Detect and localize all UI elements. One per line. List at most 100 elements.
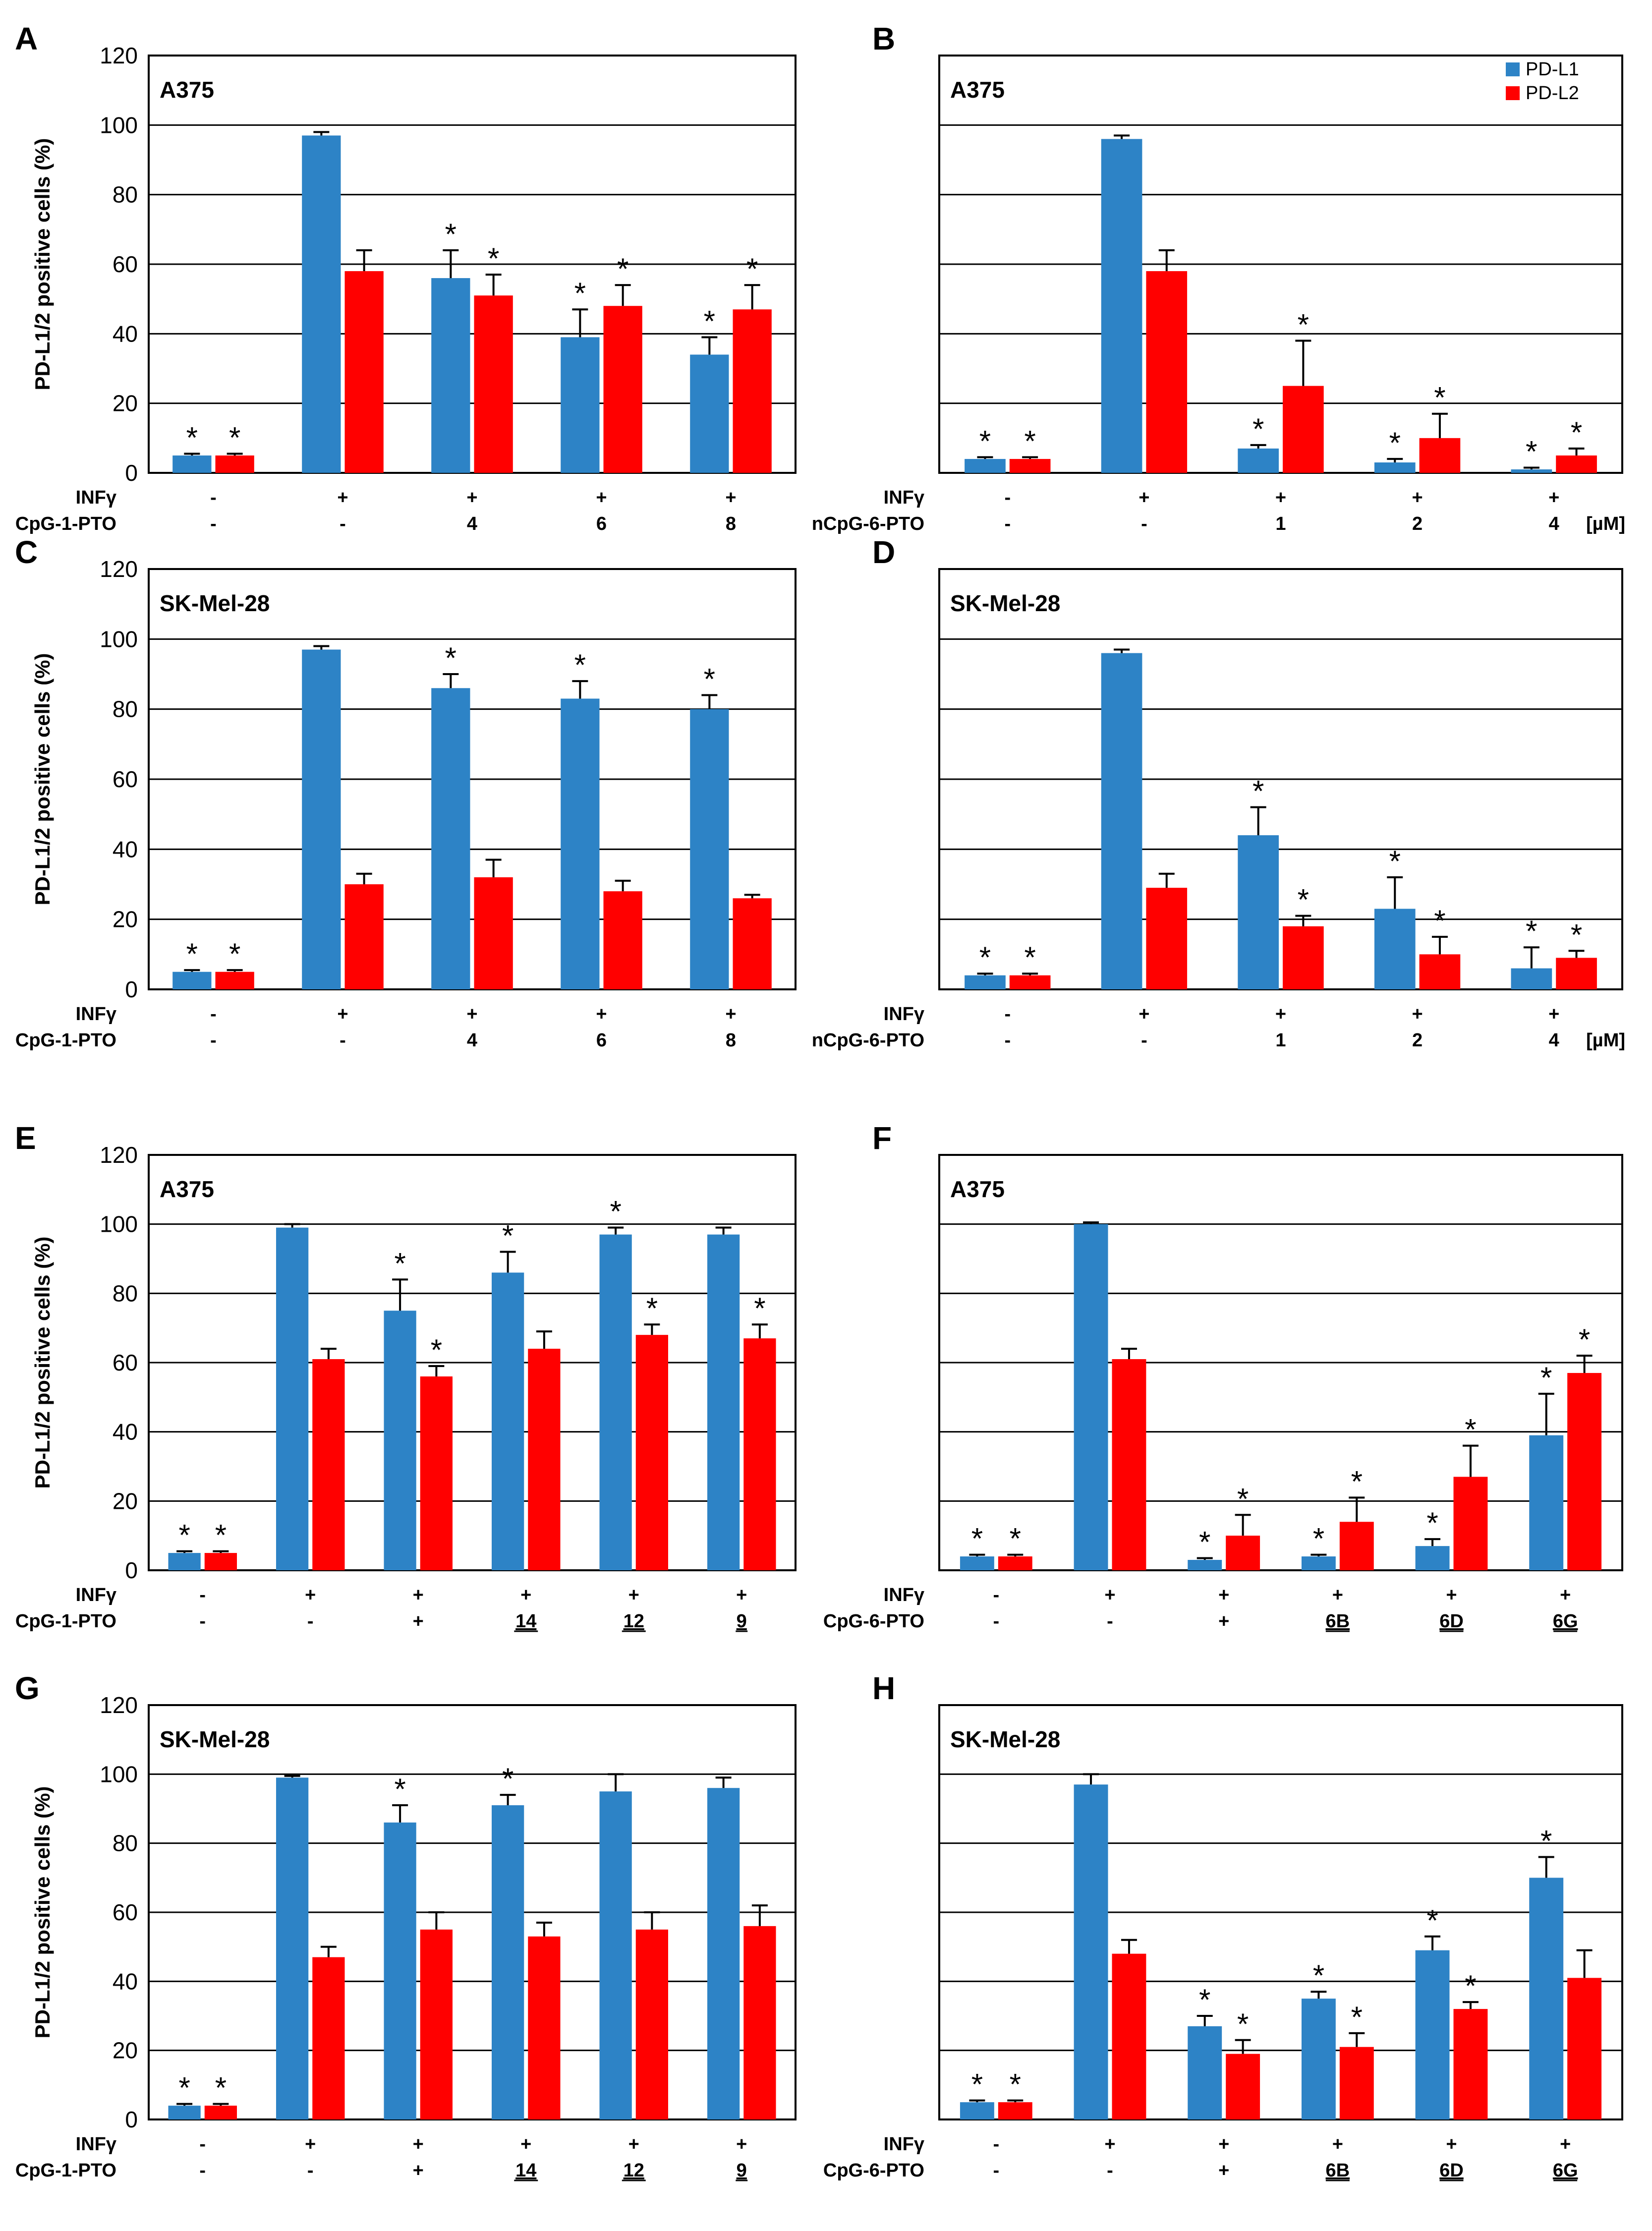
bar-pd-l2 bbox=[733, 309, 772, 473]
condition-row-name: INFγ bbox=[884, 487, 924, 508]
condition-value: 14 bbox=[515, 1611, 536, 1632]
y-tick-label: 120 bbox=[100, 43, 138, 68]
significance-star: * bbox=[1351, 2001, 1363, 2034]
plot-frame bbox=[148, 55, 797, 474]
bar-pd-l1 bbox=[707, 1788, 740, 2119]
bar-pd-l2 bbox=[1112, 1359, 1146, 1570]
condition-value: - bbox=[210, 487, 217, 508]
significance-star: * bbox=[1571, 416, 1582, 449]
significance-star: * bbox=[1010, 2068, 1021, 2101]
condition-value: + bbox=[1218, 1611, 1229, 1632]
bar-pd-l1 bbox=[1188, 2026, 1222, 2119]
bar-pd-l1 bbox=[1415, 1546, 1450, 1570]
significance-star: * bbox=[1253, 775, 1264, 808]
y-tick-label: 0 bbox=[125, 460, 138, 486]
y-tick-label: 100 bbox=[100, 1211, 138, 1237]
condition-value: 2 bbox=[1412, 514, 1423, 534]
plot-frame bbox=[148, 1154, 797, 1571]
condition-value: + bbox=[1560, 1585, 1571, 1605]
condition-value: - bbox=[1004, 1030, 1011, 1051]
y-tick-label: 80 bbox=[113, 1280, 138, 1306]
significance-star: * bbox=[445, 641, 456, 675]
bar-pd-l2 bbox=[1146, 888, 1188, 989]
condition-row-name: nCpG-6-PTO bbox=[812, 514, 924, 534]
bar-pd-l2 bbox=[204, 1553, 237, 1570]
significance-star: * bbox=[1199, 1526, 1210, 1559]
condition-value: + bbox=[1104, 2134, 1115, 2155]
bar-pd-l1 bbox=[1529, 1435, 1564, 1570]
significance-star: * bbox=[1540, 1361, 1552, 1394]
bar-pd-l1 bbox=[965, 975, 1006, 989]
condition-value: - bbox=[993, 2160, 1000, 2181]
condition-value: 12 bbox=[624, 2160, 644, 2181]
significance-star: * bbox=[431, 1333, 442, 1367]
significance-star: * bbox=[178, 2071, 190, 2105]
bar-pd-l2 bbox=[1283, 926, 1324, 989]
significance-star: * bbox=[971, 2068, 983, 2101]
condition-value: 4 bbox=[467, 514, 477, 534]
significance-star: * bbox=[215, 2071, 227, 2105]
significance-star: * bbox=[186, 421, 198, 454]
significance-star: * bbox=[178, 1519, 190, 1552]
condition-value: + bbox=[1412, 487, 1423, 508]
bar-pd-l1 bbox=[1101, 653, 1142, 989]
bar-pd-l1 bbox=[1511, 469, 1552, 473]
condition-value: + bbox=[413, 1585, 424, 1605]
condition-value: + bbox=[736, 2134, 747, 2155]
significance-star: * bbox=[1426, 1506, 1438, 1540]
condition-value: + bbox=[466, 1004, 477, 1025]
condition-value: - bbox=[1004, 1004, 1011, 1025]
condition-value: 6B bbox=[1326, 1611, 1350, 1632]
bar-pd-l1 bbox=[492, 1272, 524, 1570]
y-axis-label: PD-L1/2 positive cells (%) bbox=[31, 1237, 54, 1489]
bar-pd-l1 bbox=[1529, 1878, 1564, 2119]
condition-value: 6 bbox=[596, 514, 607, 534]
condition-row-name: CpG-1-PTO bbox=[15, 1611, 116, 1632]
cell-line-label: A375 bbox=[950, 1176, 1005, 1202]
cell-line-label: A375 bbox=[160, 77, 214, 103]
bar-pd-l1 bbox=[561, 698, 600, 989]
significance-star: * bbox=[394, 1247, 405, 1280]
panel-f: F A375 * * * * * * * * * * INFγ - + + + + + CpG-6-PTO - - +6B 6… bbox=[823, 1120, 1623, 1632]
bar-pd-l2 bbox=[635, 1929, 668, 2119]
condition-value: 12 bbox=[624, 1611, 644, 1632]
significance-star: * bbox=[1351, 1465, 1363, 1498]
significance-star: * bbox=[1434, 381, 1445, 414]
y-tick-label: 0 bbox=[125, 976, 138, 1002]
condition-value: + bbox=[413, 2160, 424, 2181]
bar-pd-l1 bbox=[561, 337, 600, 473]
bar-pd-l2 bbox=[1226, 1536, 1260, 1570]
condition-row-name: INFγ bbox=[884, 1585, 924, 1605]
condition-value: - bbox=[199, 2134, 206, 2155]
y-tick-label: 100 bbox=[100, 112, 138, 138]
significance-star: * bbox=[746, 252, 758, 286]
plot-frame bbox=[148, 1704, 797, 2120]
condition-value: - bbox=[307, 2160, 314, 2181]
condition-value: + bbox=[1560, 2134, 1571, 2155]
y-tick-label: 80 bbox=[113, 182, 138, 208]
bar-pd-l1 bbox=[276, 1227, 309, 1570]
condition-value: + bbox=[466, 487, 477, 508]
condition-value: + bbox=[305, 1585, 316, 1605]
bar-pd-l2 bbox=[1339, 2047, 1374, 2119]
condition-value: - bbox=[340, 514, 346, 534]
panel-e: 0 20 40 60 80 100 120 PD-L1/2 positive cells (%… bbox=[15, 1120, 797, 1632]
bar-pd-l2 bbox=[1567, 1373, 1602, 1570]
condition-value: - bbox=[993, 1611, 1000, 1632]
bar-pd-l1 bbox=[1301, 1999, 1336, 2119]
bar-pd-l2 bbox=[998, 1556, 1032, 1570]
condition-value: 6B bbox=[1326, 2160, 1350, 2181]
condition-value: 6G bbox=[1553, 1611, 1578, 1632]
legend-label: PD-L1 bbox=[1526, 59, 1579, 80]
condition-value: 6G bbox=[1553, 2160, 1578, 2181]
condition-value: - bbox=[1141, 514, 1147, 534]
condition-value: + bbox=[1412, 1004, 1423, 1025]
bar-pd-l1 bbox=[172, 455, 212, 473]
condition-value: - bbox=[1107, 2160, 1113, 2181]
legend-swatch bbox=[1506, 62, 1520, 76]
significance-star: * bbox=[754, 1292, 765, 1325]
bar-pd-l2 bbox=[215, 972, 254, 989]
y-tick-label: 40 bbox=[113, 321, 138, 346]
condition-value: - bbox=[210, 1004, 217, 1025]
bar-pd-l2 bbox=[603, 891, 642, 989]
